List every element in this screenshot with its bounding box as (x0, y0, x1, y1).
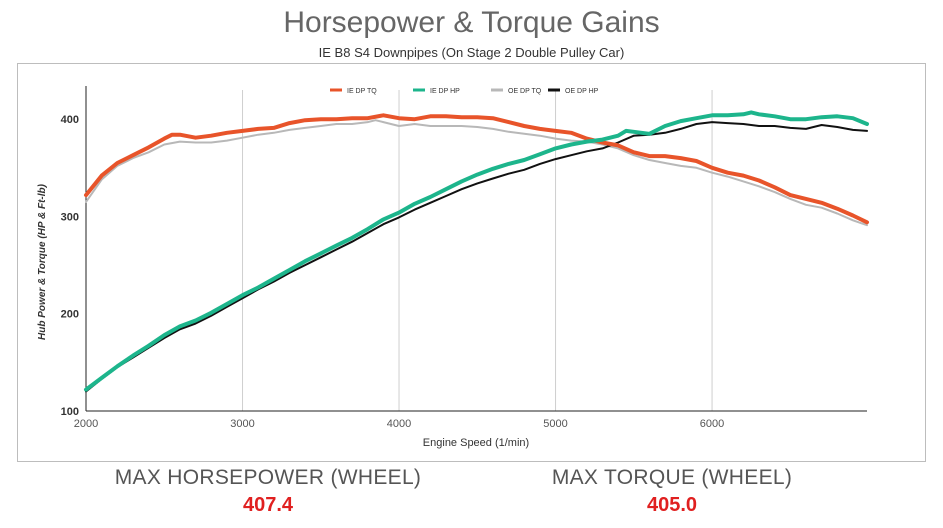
chart-ticks: 2000 3000 4000 5000 6000 100 200 300 400 (61, 114, 725, 430)
x-axis-label: Engine Speed (1/min) (423, 437, 529, 449)
legend-label: OE DP TQ (508, 88, 542, 95)
series-line-ie-dp-hp (84, 110, 869, 392)
chart-grid (242, 90, 713, 411)
legend-label: IE DP TQ (347, 88, 377, 95)
x-tick-label: 3000 (230, 418, 254, 430)
y-tick-label: 300 (61, 211, 79, 223)
x-tick-label: 2000 (74, 418, 98, 430)
legend-label: IE DP HP (430, 88, 460, 95)
chart-legend: IE DP TQ IE DP HP OE DP TQ OE DP HP (330, 88, 599, 95)
x-tick-label: 4000 (387, 418, 411, 430)
y-tick-label: 400 (61, 114, 79, 126)
chart-series-lines (84, 110, 869, 393)
chart-panel (17, 63, 926, 462)
legend-label: OE DP HP (565, 88, 599, 95)
x-tick-label: 6000 (700, 418, 724, 430)
series-line-oe-dp-hp (85, 121, 868, 393)
max-horsepower-label: MAX HORSEPOWER (WHEEL) (114, 466, 422, 489)
chart-axes (85, 86, 867, 412)
series-line-ie-dp-tq (84, 113, 869, 225)
y-tick-label: 100 (61, 406, 79, 418)
x-tick-label: 5000 (543, 418, 567, 430)
y-tick-label: 200 (61, 309, 79, 321)
max-horsepower-value: 407.4 (242, 494, 294, 516)
max-torque-value: 405.0 (646, 494, 698, 516)
max-torque-label: MAX TORQUE (WHEEL) (551, 466, 793, 489)
y-axis-label: Hub Power & Torque (HP & Ft-lb) (37, 183, 48, 340)
page-title: Horsepower & Torque Gains (283, 6, 660, 39)
series-line-oe-dp-tq (85, 119, 868, 227)
chart-subtitle: IE B8 S4 Downpipes (On Stage 2 Double Pu… (318, 45, 625, 60)
